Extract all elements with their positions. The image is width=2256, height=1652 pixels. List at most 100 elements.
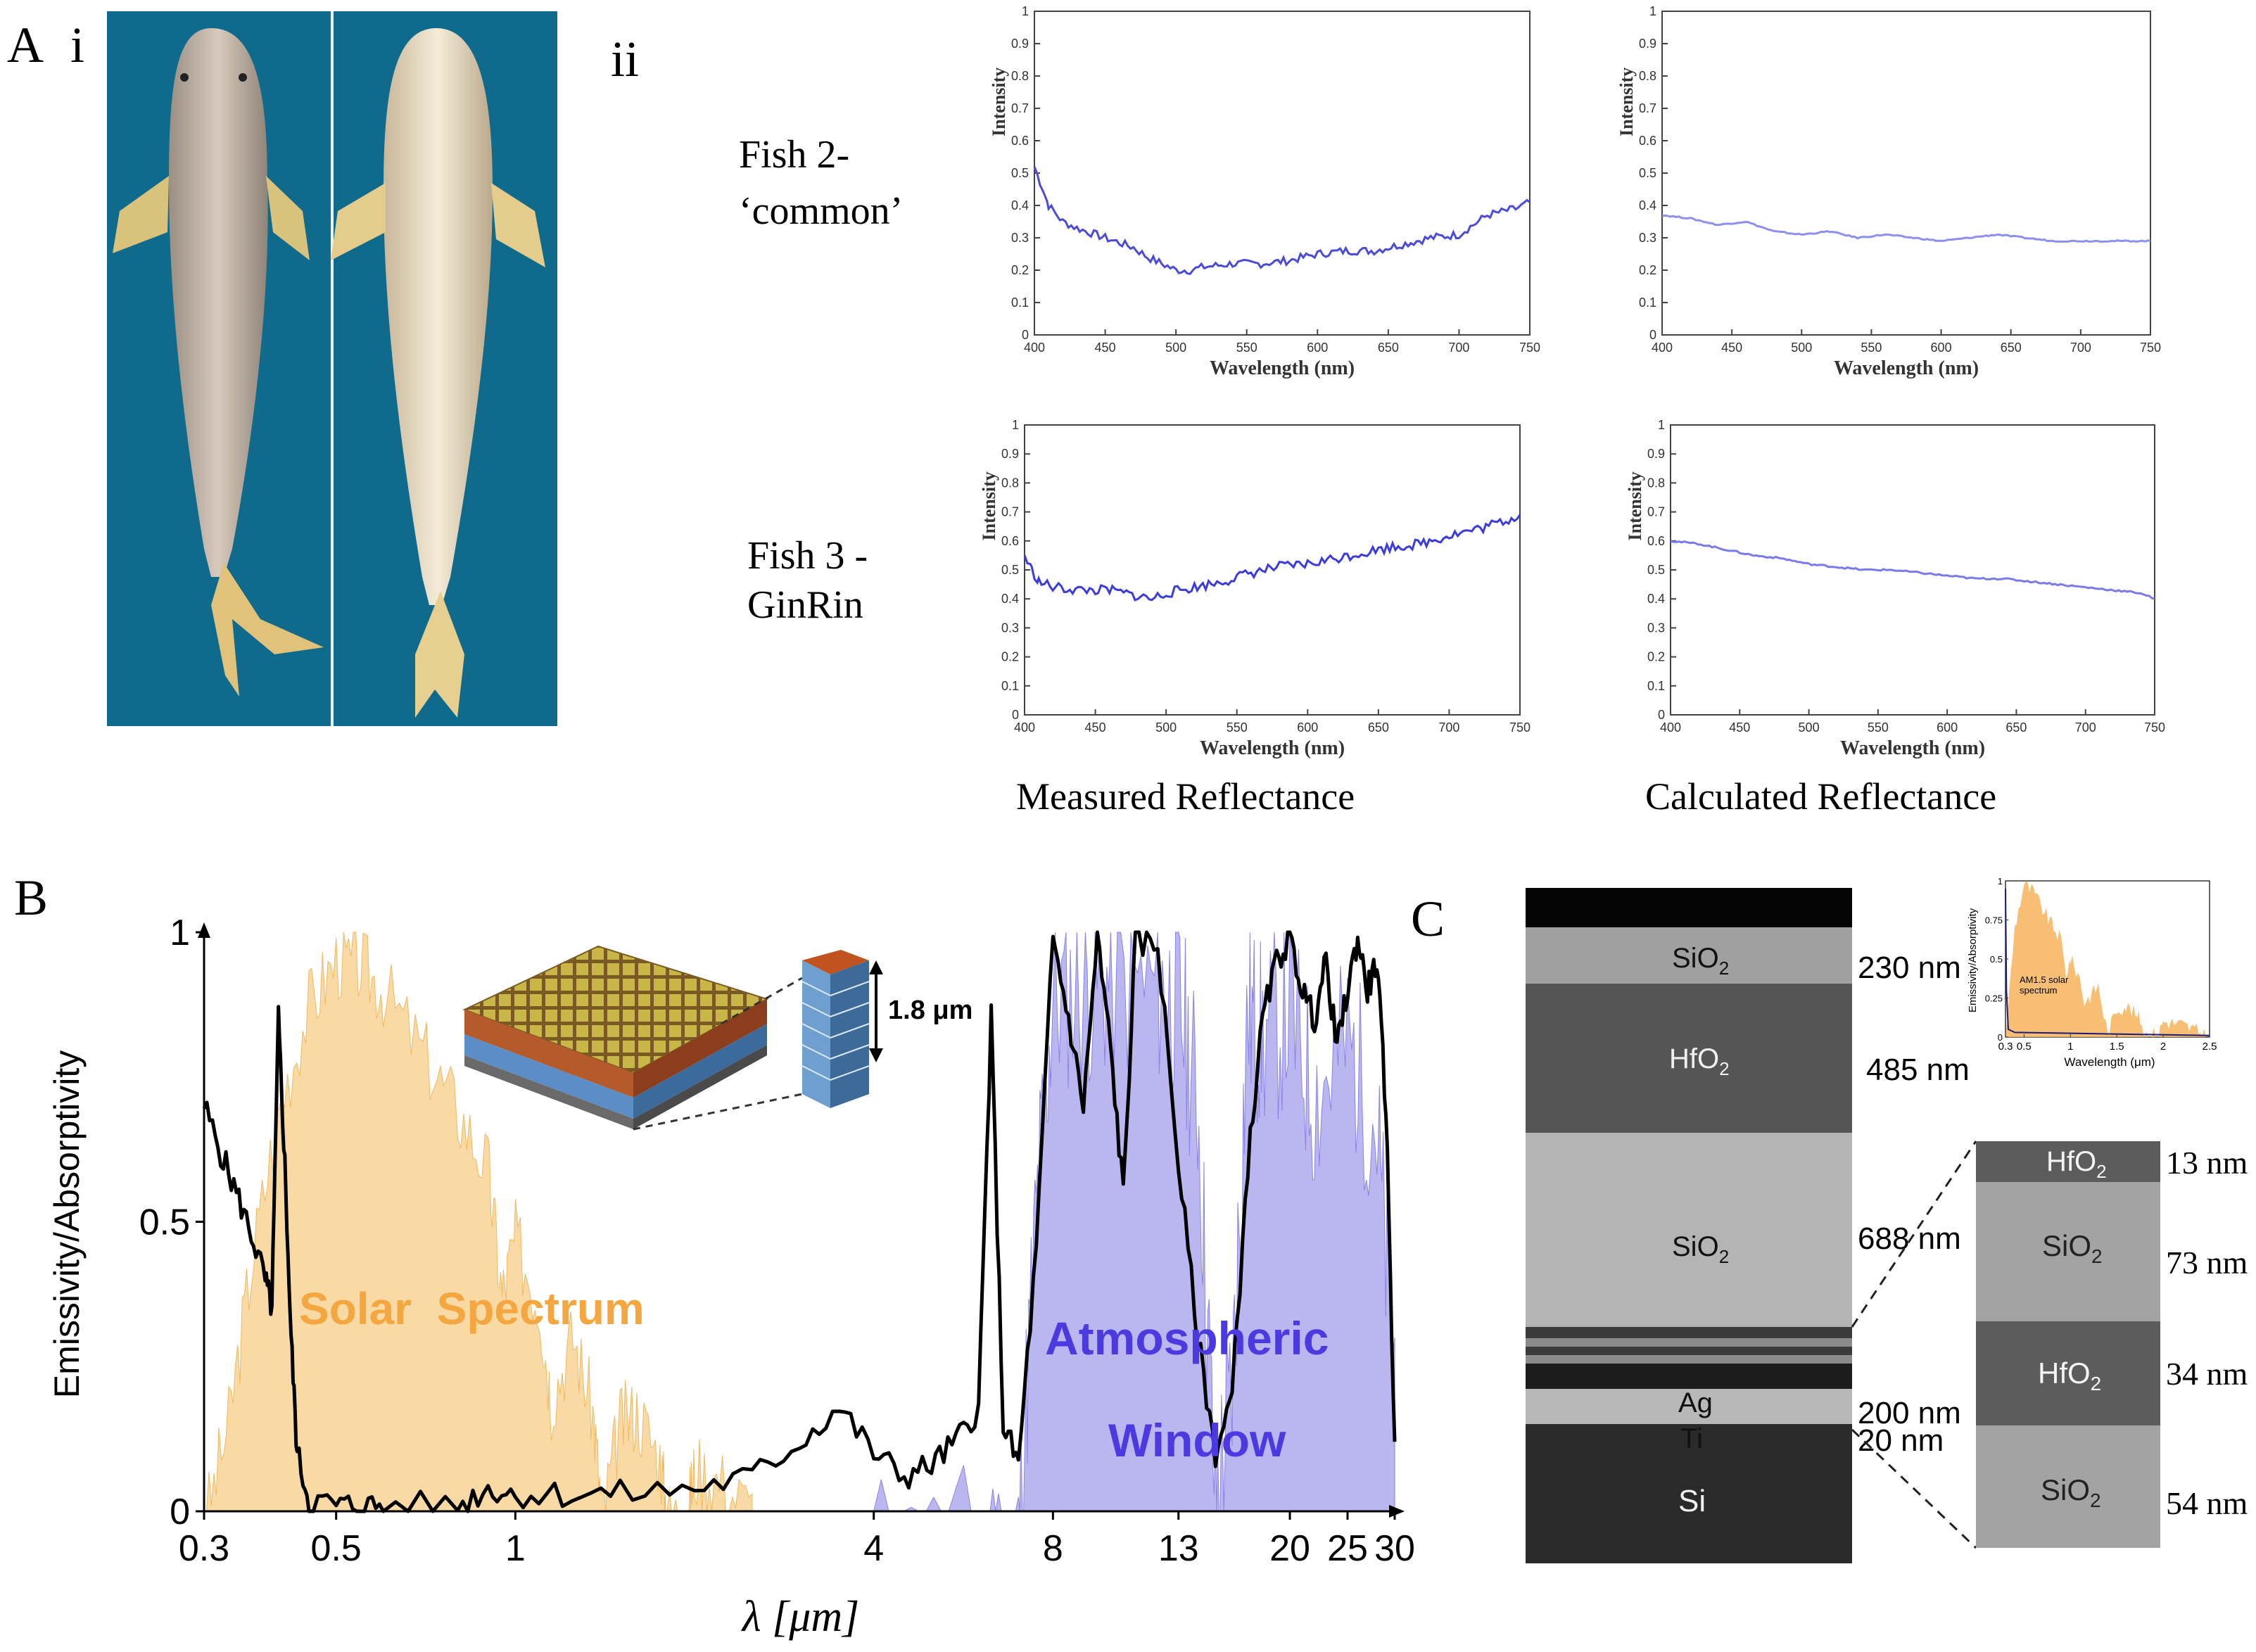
- x-tick-label: 750: [1509, 720, 1531, 735]
- chart-frame: [1034, 11, 1531, 336]
- x-tick-label: 750: [2140, 341, 2161, 355]
- y-tick-label: 0.8: [1011, 69, 1029, 83]
- x-tick-label: 0.5: [311, 1528, 362, 1569]
- x-tick-label: 550: [1227, 720, 1248, 735]
- x-tick-label: 500: [1799, 720, 1820, 735]
- chart-xlabel: Wavelength (nm): [1840, 737, 1985, 759]
- atmospheric-window-label-2: Window: [1108, 1414, 1286, 1466]
- fish-ginrin: [331, 28, 545, 718]
- y-tick-label: 0.3: [1011, 231, 1029, 245]
- chart-ylabel: Intensity: [989, 68, 1009, 136]
- inset-am15-label-2: spectrum: [2020, 985, 2057, 996]
- x-axis-arrow: [1389, 1505, 1405, 1518]
- y-tick-label: 0.1: [1639, 296, 1656, 310]
- y-tick-label: 0.5: [139, 1202, 190, 1243]
- panel-b-marks: 0.3 0.5 1 4 8 13 20 25 30 0 0.5 1: [139, 913, 1415, 1569]
- x-tick-label: 13: [1158, 1528, 1199, 1569]
- sem-image: [1526, 888, 1852, 1563]
- reflectance-chart-3: 400 450 500 550 600 650 700 750 0 0.1 0.2 0.3 0.4 0.5…: [1625, 418, 2165, 759]
- y-tick-label: 0.2: [1647, 650, 1665, 664]
- y-tick-label: 0: [1022, 328, 1029, 342]
- x-tick-label: 30: [1374, 1528, 1415, 1569]
- inset-x-tick-label: 0.3: [1998, 1041, 2013, 1053]
- thickness-688: 688 nm: [1858, 1221, 1961, 1256]
- y-tick-label: 0.6: [1639, 134, 1656, 148]
- inset-x-tick-label: 2.5: [2203, 1041, 2217, 1053]
- x-tick-label: 450: [1085, 720, 1106, 735]
- x-tick-label: 500: [1165, 341, 1186, 355]
- y-tick-label: 0.7: [1001, 505, 1019, 519]
- y-tick-label: 0: [1658, 708, 1665, 722]
- metamaterial-inset: 1.8 μm: [462, 945, 972, 1131]
- y-tick-label: 0.6: [1647, 534, 1665, 548]
- thickness-200: 200 nm: [1858, 1396, 1961, 1430]
- detail-layer-sio2-1: SiO2: [2042, 1229, 2103, 1267]
- chart-xlabel: Wavelength (nm): [1834, 357, 1979, 379]
- reflectance-series-line: [1023, 514, 1521, 602]
- y-tick-label: 0.5: [1001, 563, 1019, 577]
- chart-xlabel: Wavelength (nm): [1200, 737, 1345, 759]
- inset-x-tick-label: 1.5: [2110, 1041, 2124, 1053]
- y-tick-label: 0.7: [1639, 101, 1656, 115]
- y-tick-label: 0.3: [1639, 231, 1656, 245]
- x-tick-label: 550: [1236, 341, 1257, 355]
- x-tick-label: 450: [1721, 341, 1742, 355]
- y-tick-label: 0.3: [1001, 621, 1019, 635]
- y-tick-label: 0.4: [1011, 198, 1029, 212]
- x-tick-label: 550: [1861, 341, 1882, 355]
- x-tick-label: 500: [1155, 720, 1177, 735]
- x-tick-label: 600: [1937, 720, 1958, 735]
- y-tick-label: 0.2: [1001, 650, 1019, 664]
- x-tick-label: 700: [2070, 341, 2091, 355]
- inset-y-tick-label: 0.25: [1985, 993, 2003, 1004]
- sem-layer-ti: Ti: [1680, 1423, 1703, 1454]
- y-tick-label: 0.5: [1639, 166, 1656, 180]
- panel-b-chart: 0.3 0.5 1 4 8 13 20 25 30 0 0.5 1: [47, 913, 1415, 1641]
- reflectance-series-line: [1670, 540, 2155, 600]
- x-tick-label: 0.3: [179, 1528, 229, 1569]
- reflectance-charts: 400 450 500 550 600 650 700 750 0 0.1 0.2 0.3 0.4 0.5…: [979, 4, 2165, 759]
- detail-thickness-54: 54 nm: [2166, 1485, 2248, 1521]
- inset-am15-label-1: AM1.5 solar: [2020, 974, 2069, 985]
- inset-y-tick-label: 0.5: [1990, 954, 2003, 965]
- chart-ylabel: Intensity: [979, 471, 999, 540]
- reflectance-chart-1: 400 450 500 550 600 650 700 750 0 0.1 0.2 0.3 0.4 0.5…: [1616, 4, 2161, 379]
- sem-layer-sio2-top: SiO2: [1672, 943, 1729, 979]
- y-tick-label: 0: [1649, 328, 1656, 342]
- y-tick-label: 0.8: [1001, 476, 1019, 490]
- reflectance-chart-0: 400 450 500 550 600 650 700 750 0 0.1 0.2 0.3 0.4 0.5…: [989, 4, 1540, 379]
- y-tick-label: 0.8: [1639, 69, 1656, 83]
- inset-x-tick-label: 2: [2160, 1041, 2166, 1053]
- chart-ylabel: Intensity: [1625, 471, 1645, 540]
- x-tick-label: 400: [1652, 341, 1673, 355]
- detail-thickness-73: 73 nm: [2166, 1245, 2248, 1281]
- y-tick-label: 0.4: [1001, 592, 1019, 606]
- caption-calculated: Calculated Reflectance: [1645, 775, 1996, 818]
- x-tick-label: 700: [2075, 720, 2096, 735]
- row-label-fish3-line2: GinRin: [747, 583, 863, 627]
- inset-x-tick-label: 1: [2067, 1041, 2073, 1053]
- x-tick-label: 750: [1519, 341, 1540, 355]
- reflectance-series-line: [1033, 166, 1531, 275]
- emissivity-line: [202, 930, 1397, 1513]
- y-tick-label: 0.6: [1011, 134, 1029, 148]
- chart-xlabel: Wavelength (nm): [1210, 357, 1355, 379]
- y-tick-label: 0.1: [1011, 296, 1029, 310]
- reflectance-series-line: [1661, 214, 2151, 243]
- x-tick-label: 500: [1791, 341, 1812, 355]
- atmospheric-window-label-1: Atmospheric: [1045, 1312, 1329, 1364]
- chart-frame: [1661, 11, 2151, 336]
- row-label-fish2-line2: ‘common’: [739, 189, 903, 233]
- x-tick-label: 1: [505, 1528, 526, 1569]
- detail-layer-hfo2-1: HfO2: [2046, 1146, 2107, 1182]
- chart-ylabel: Intensity: [1616, 68, 1637, 136]
- x-tick-label: 450: [1095, 341, 1116, 355]
- x-tick-label: 700: [1448, 341, 1469, 355]
- x-tick-label: 8: [1043, 1528, 1063, 1569]
- inset-thickness-label: 1.8 μm: [888, 996, 972, 1025]
- y-tick-label: 0.6: [1001, 534, 1019, 548]
- inset-xlabel: Wavelength (μm): [2064, 1055, 2155, 1069]
- detail-thickness-13: 13 nm: [2166, 1145, 2248, 1181]
- solar-spectrum-label: Solar Spectrum: [299, 1283, 645, 1334]
